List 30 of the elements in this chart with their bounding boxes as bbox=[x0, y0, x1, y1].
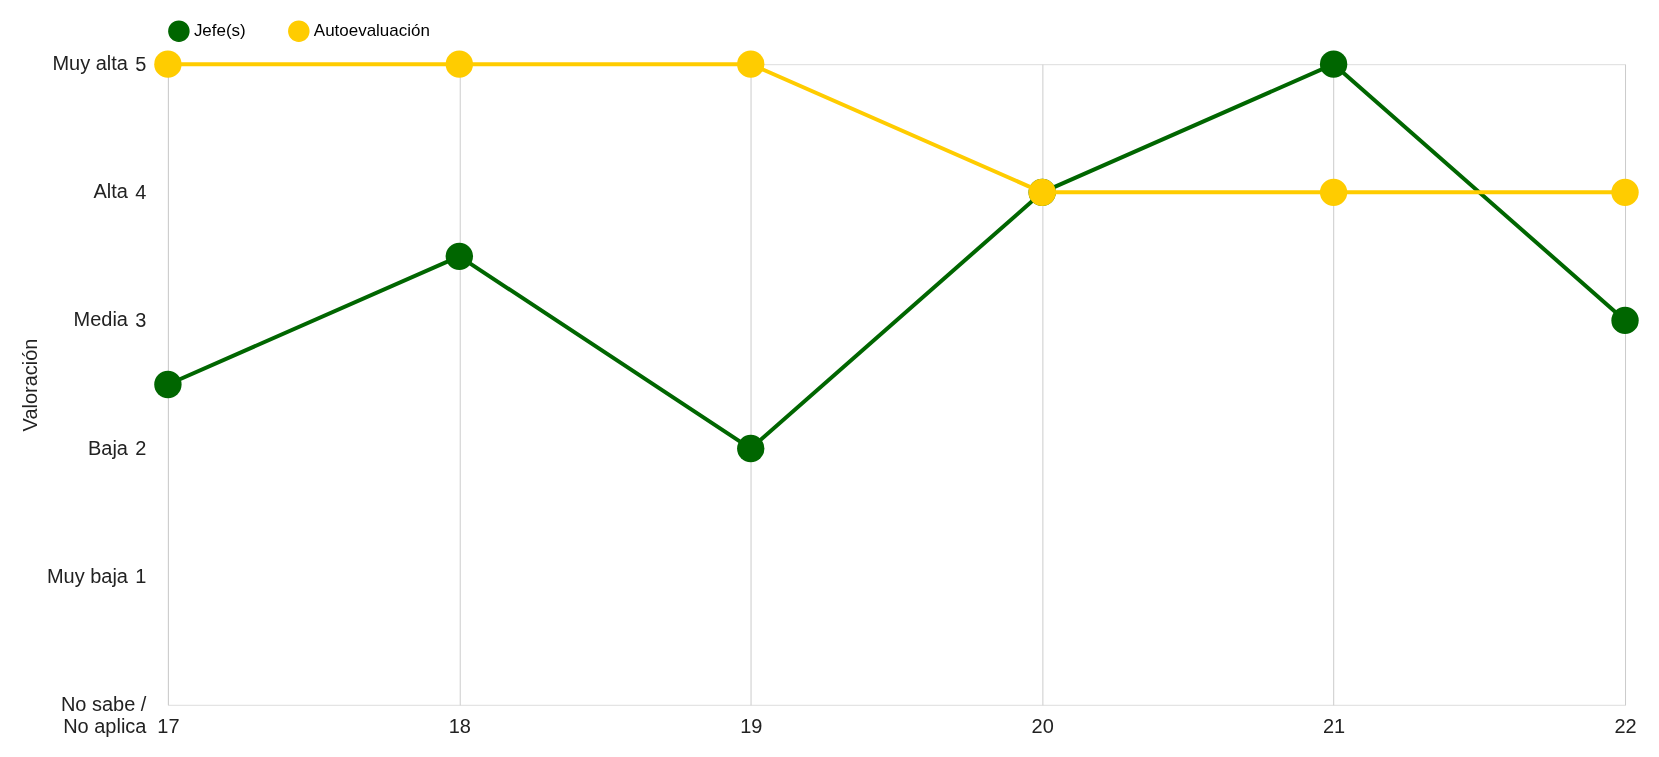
point bbox=[154, 370, 182, 399]
y-axis-title: Valoración bbox=[18, 338, 41, 432]
point bbox=[154, 50, 182, 78]
point bbox=[1611, 178, 1639, 206]
x-tick-label: 22 bbox=[1614, 715, 1637, 738]
text: Muy baja bbox=[46, 564, 129, 587]
y-tick-label: 5 bbox=[135, 52, 147, 75]
text: Muy alta bbox=[52, 52, 129, 75]
point bbox=[1611, 306, 1639, 335]
point bbox=[737, 50, 765, 78]
text: Baja bbox=[87, 436, 129, 459]
x-tick-label: 19 bbox=[740, 715, 763, 738]
point bbox=[1319, 50, 1348, 78]
point bbox=[737, 434, 765, 463]
point bbox=[1319, 178, 1348, 206]
y-tick-label: 2 bbox=[135, 437, 147, 460]
point bbox=[445, 242, 474, 271]
x-tick-label: 18 bbox=[448, 715, 471, 738]
x-tick-label: 20 bbox=[1031, 715, 1054, 738]
y-tick-label: No sabe / No aplica bbox=[60, 693, 148, 738]
x-tick-label: 21 bbox=[1322, 715, 1346, 738]
x-tick-label: 17 bbox=[157, 715, 180, 738]
text: Media bbox=[73, 308, 129, 331]
text: Alta bbox=[93, 180, 129, 203]
y-tick-label: 3 bbox=[135, 308, 147, 331]
y-tick-label: 4 bbox=[135, 180, 147, 203]
legend-label: Autoevaluación bbox=[313, 21, 430, 41]
point bbox=[445, 50, 474, 78]
legend-label: Jefe(s) bbox=[193, 21, 246, 41]
y-tick-label: 1 bbox=[135, 565, 147, 588]
